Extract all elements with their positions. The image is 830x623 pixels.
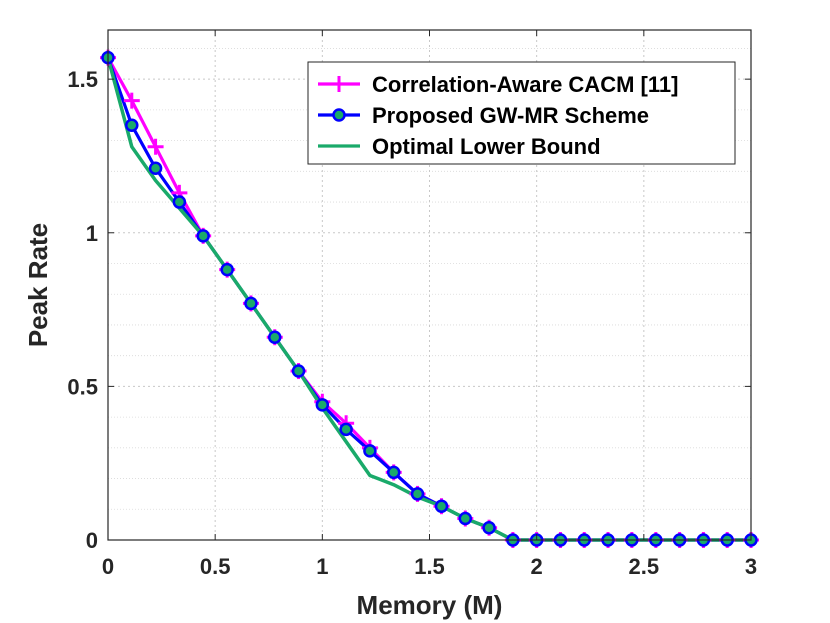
- legend-swatch-marker: [332, 108, 346, 122]
- data-point: [410, 487, 425, 501]
- x-tick-label: 0: [102, 554, 114, 579]
- data-point: [172, 195, 187, 209]
- y-tick-label: 0: [86, 528, 98, 553]
- y-tick-label: 1.5: [67, 67, 98, 92]
- legend-label: Correlation-Aware CACM [11]: [372, 72, 678, 97]
- x-tick-label: 1: [316, 554, 328, 579]
- data-point: [315, 398, 330, 412]
- x-axis-label: Memory (M): [357, 590, 503, 620]
- data-point: [363, 444, 377, 458]
- data-point: [482, 520, 496, 535]
- y-tick-label: 1: [86, 221, 98, 246]
- x-tick-label: 0.5: [200, 554, 231, 579]
- legend-label: Proposed GW-MR Scheme: [372, 103, 649, 128]
- data-point: [220, 262, 234, 277]
- axis-ticks: 0 0.5 1 1.5 2 2.5 3 0 0.5 1 1.5: [67, 30, 757, 579]
- data-point: [125, 118, 139, 132]
- x-tick-label: 2.5: [629, 554, 660, 579]
- data-point: [458, 511, 473, 526]
- legend-box: [307, 61, 736, 165]
- x-tick-label: 1.5: [414, 554, 445, 579]
- legend: Correlation-Aware CACM [11] Proposed GW-M…: [307, 61, 736, 165]
- x-tick-label: 2: [531, 554, 543, 579]
- data-point: [268, 330, 282, 344]
- data-point: [434, 499, 449, 513]
- data-point: [244, 296, 258, 311]
- x-tick-label: 3: [745, 554, 757, 579]
- data-point: [196, 229, 210, 243]
- data-point: [291, 364, 306, 378]
- data-point: [386, 465, 401, 480]
- y-axis-label: Peak Rate: [23, 223, 53, 347]
- legend-label: Optimal Lower Bound: [372, 134, 601, 159]
- data-point: [339, 422, 353, 437]
- data-point: [148, 161, 163, 176]
- y-tick-label: 0.5: [67, 374, 98, 399]
